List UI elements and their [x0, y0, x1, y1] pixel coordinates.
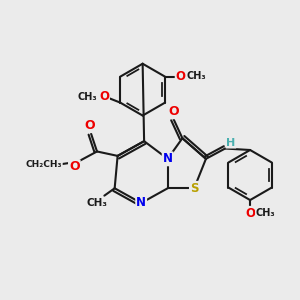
Text: CH₃: CH₃	[78, 92, 98, 102]
Text: O: O	[99, 90, 109, 103]
Text: CH₂CH₃: CH₂CH₃	[26, 160, 62, 169]
Text: CH₃: CH₃	[86, 198, 107, 208]
Text: H: H	[226, 138, 236, 148]
Text: O: O	[176, 70, 186, 83]
Text: N: N	[163, 152, 173, 165]
Text: CH₃: CH₃	[187, 71, 206, 81]
Text: O: O	[69, 160, 80, 173]
Text: S: S	[190, 182, 198, 195]
Text: N: N	[136, 196, 146, 209]
Text: O: O	[245, 207, 255, 220]
Text: O: O	[168, 105, 179, 118]
Text: CH₃: CH₃	[256, 208, 275, 218]
Text: O: O	[84, 119, 95, 132]
